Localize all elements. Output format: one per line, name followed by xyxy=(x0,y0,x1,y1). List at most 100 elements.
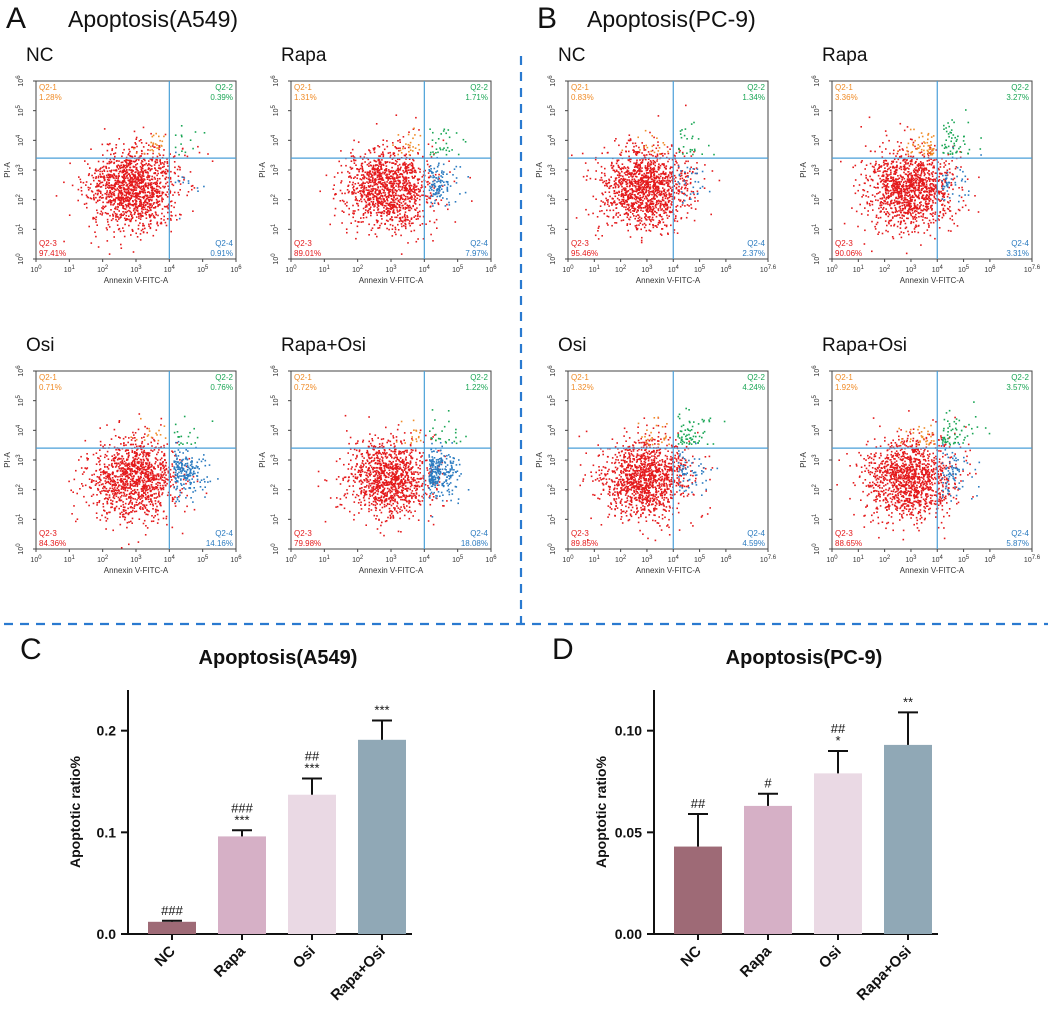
x-tick-label: 104 xyxy=(419,265,431,274)
q2-percent: 0.39% xyxy=(210,93,233,102)
x-tick-label: 100 xyxy=(562,265,574,274)
x-tick-label: 100 xyxy=(826,265,838,274)
y-axis-label: PI-A xyxy=(3,452,12,468)
q4-percent: 18.08% xyxy=(461,539,488,548)
q2-label: Q2-2 xyxy=(470,373,488,382)
event-dots xyxy=(578,407,726,542)
y-axis-label: PI-A xyxy=(3,162,12,178)
q4-label: Q2-4 xyxy=(1011,239,1029,248)
x-tick-label: 104 xyxy=(668,555,680,564)
q4-label: Q2-4 xyxy=(1011,529,1029,538)
q3-percent: 97.41% xyxy=(39,249,66,258)
event-dots xyxy=(840,109,982,255)
x-tick-label: 105 xyxy=(452,265,464,274)
q3-label: Q2-3 xyxy=(294,529,312,538)
significance-label: ## xyxy=(691,796,706,811)
x-tick-label: 104 xyxy=(164,265,176,274)
y-tick-label: 100 xyxy=(812,543,821,555)
y-tick-label: 101 xyxy=(812,223,821,235)
q2-label: Q2-2 xyxy=(215,83,233,92)
x-tick-label: Osi xyxy=(290,943,319,972)
y-tick-label: 100 xyxy=(271,543,280,555)
x-tick-label: Rapa+Osi xyxy=(328,943,389,1004)
q3-percent: 90.06% xyxy=(835,249,862,258)
significance-label: ## xyxy=(831,721,846,736)
y-tick-label: 104 xyxy=(548,424,557,436)
facs-plot-pc9-osi: Osi Q2-1 1.32% Q2-2 4.24% Q2-3 89.85% Q2-4 4.59… xyxy=(532,335,794,610)
q4-percent: 2.37% xyxy=(742,249,765,258)
y-tick-label: 100 xyxy=(16,253,25,265)
y-axis-label: PI-A xyxy=(799,452,808,468)
bar xyxy=(674,846,722,934)
y-tick-label: 100 xyxy=(271,253,280,265)
x-axis-label: Annexin V-FITC-A xyxy=(636,566,701,575)
event-dots xyxy=(55,125,214,255)
y-tick-label: 103 xyxy=(271,164,280,176)
y-tick-label: 105 xyxy=(812,104,821,116)
x-tick-label: 101 xyxy=(64,555,76,564)
y-tick-label: 106 xyxy=(812,365,821,377)
y-tick-label: 0.1 xyxy=(97,824,117,840)
x-tick-label: 101 xyxy=(853,555,865,564)
q2-label: Q2-2 xyxy=(747,83,765,92)
y-tick-label: 106 xyxy=(271,365,280,377)
x-tick-label: 107.6 xyxy=(1024,555,1041,564)
x-tick-label: 101 xyxy=(589,265,601,274)
facs-plot-a549-rapaosi: Rapa+Osi Q2-1 0.72% Q2-2 1.22% Q2-3 79.98% Q2-… xyxy=(255,335,517,610)
y-tick-label: 105 xyxy=(271,104,280,116)
y-tick-label: 0.2 xyxy=(97,723,117,739)
q1-percent: 1.31% xyxy=(294,93,317,102)
x-tick-label: 107.6 xyxy=(760,555,777,564)
x-tick-label: 105 xyxy=(958,555,970,564)
x-tick-label: Rapa xyxy=(737,942,775,980)
y-tick-label: 102 xyxy=(812,193,821,205)
q3-label: Q2-3 xyxy=(571,529,589,538)
flow-cytometry-dotplot: Q2-11.32% Q2-24.24% Q2-389.85% Q2-44.59% 100… xyxy=(535,365,777,575)
plot-frame xyxy=(567,370,769,550)
q1-label: Q2-1 xyxy=(835,83,853,92)
x-tick-label: 101 xyxy=(589,555,601,564)
q2-percent: 1.22% xyxy=(465,383,488,392)
x-tick-label: 106 xyxy=(485,555,497,564)
group-label: Rapa xyxy=(281,45,327,66)
bar xyxy=(148,921,196,934)
bar-chart-pc9: Apoptosis(PC-9) Apoptotic ratio% 0.00 0.05 0… xyxy=(593,647,938,1004)
x-tick-label: Osi xyxy=(816,943,845,972)
x-tick-label: 106 xyxy=(984,265,996,274)
flow-cytometry-dotplot: Q2-11.92% Q2-23.57% Q2-388.65% Q2-45.87% 100… xyxy=(799,365,1041,575)
q1-label: Q2-1 xyxy=(39,373,57,382)
q4-label: Q2-4 xyxy=(470,239,488,248)
facs-plot-pc9-rapaosi: Rapa+Osi Q2-1 1.92% Q2-2 3.57% Q2-3 88.65% Q2-… xyxy=(796,335,1052,610)
flow-cytometry-dotplot: Q2-10.83% Q2-21.34% Q2-395.46% Q2-42.37% 100… xyxy=(535,75,777,285)
panel-title-b: Apoptosis(PC-9) xyxy=(587,6,756,32)
x-tick-label: 105 xyxy=(694,265,706,274)
panel-letter-c: C xyxy=(20,633,42,666)
y-tick-label: 104 xyxy=(271,424,280,436)
q3-percent: 95.46% xyxy=(571,249,598,258)
q4-label: Q2-4 xyxy=(470,529,488,538)
y-tick-label: 100 xyxy=(16,543,25,555)
y-tick-label: 105 xyxy=(16,104,25,116)
y-tick-label: 101 xyxy=(271,513,280,525)
q3-label: Q2-3 xyxy=(39,529,57,538)
q3-percent: 88.65% xyxy=(835,539,862,548)
bar xyxy=(288,794,336,934)
bar-chart-a549: Apoptosis(A549) Apoptotic ratio% 0.0 0.1 0.2… xyxy=(67,647,412,1004)
facs-plot-pc9-rapa: Rapa Q2-1 3.36% Q2-2 3.27% Q2-3 90.06% Q2-4 3.3… xyxy=(796,45,1052,320)
y-tick-label: 103 xyxy=(16,164,25,176)
group-label: Osi xyxy=(558,335,587,356)
x-tick-label: 103 xyxy=(905,555,917,564)
x-tick-label: 104 xyxy=(932,265,944,274)
x-tick-label: 102 xyxy=(879,265,891,274)
x-axis-label: Annexin V-FITC-A xyxy=(900,566,965,575)
x-tick-label: 105 xyxy=(197,265,209,274)
x-tick-label: 107.6 xyxy=(1024,265,1041,274)
x-tick-label: NC xyxy=(151,943,178,970)
q2-percent: 3.57% xyxy=(1006,383,1029,392)
group-label: NC xyxy=(558,45,586,66)
event-dots xyxy=(571,104,721,244)
x-tick-label: 105 xyxy=(694,555,706,564)
y-tick-label: 0.00 xyxy=(615,926,642,942)
y-tick-label: 102 xyxy=(812,483,821,495)
